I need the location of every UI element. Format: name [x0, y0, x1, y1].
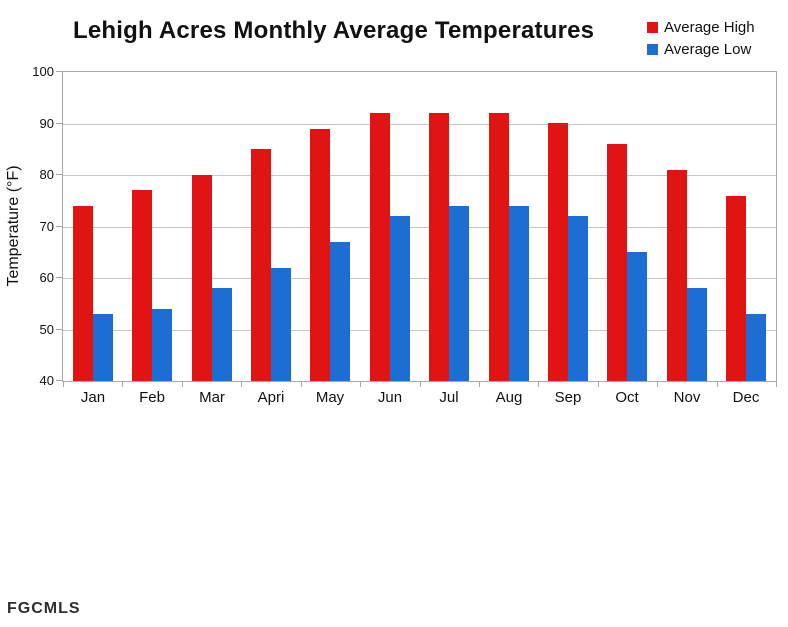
- x-tick-mark: [420, 382, 421, 387]
- x-tick-mark: [360, 382, 361, 387]
- x-tick-label-jun: Jun: [377, 389, 403, 406]
- x-tick-mark: [301, 382, 302, 387]
- x-tick-label-sep: Sep: [554, 389, 582, 406]
- x-tick-label-jan: Jan: [80, 389, 106, 406]
- x-tick-label-oct: Oct: [615, 389, 639, 406]
- bar-high-may: [310, 129, 330, 381]
- x-tick-mark: [122, 382, 123, 387]
- bar-high-mar: [192, 175, 212, 381]
- x-tick-mark: [479, 382, 480, 387]
- bar-low-jul: [449, 206, 469, 381]
- legend-high-swatch-icon: [647, 21, 658, 33]
- y-tick-mark: [56, 71, 62, 72]
- bar-low-feb: [152, 309, 172, 381]
- bar-high-dec: [726, 196, 746, 381]
- legend-high-label: Average High: [664, 18, 755, 36]
- x-tick-label-apri: Apri: [257, 389, 285, 406]
- watermark: FGCMLS: [7, 600, 81, 617]
- y-tick-label-60: 60: [39, 270, 54, 285]
- y-tick-mark: [56, 174, 62, 175]
- bar-low-jun: [390, 216, 410, 381]
- bar-low-mar: [212, 288, 232, 381]
- y-tick-mark: [56, 226, 62, 227]
- x-tick-label-may: May: [315, 389, 345, 406]
- x-tick-label-jul: Jul: [439, 389, 459, 406]
- x-tick-label-dec: Dec: [732, 389, 760, 406]
- x-tick-label-nov: Nov: [673, 389, 701, 406]
- legend-low-swatch-icon: [647, 43, 658, 55]
- x-tick-mark: [598, 382, 599, 387]
- x-tick-mark: [776, 382, 777, 387]
- bar-low-sep: [568, 216, 588, 381]
- gridline-90: [63, 124, 776, 125]
- x-tick-mark: [538, 382, 539, 387]
- x-tick-label-feb: Feb: [139, 389, 165, 406]
- bar-low-aug: [509, 206, 529, 381]
- y-tick-mark: [56, 277, 62, 278]
- bar-low-apri: [271, 268, 291, 381]
- x-tick-mark: [717, 382, 718, 387]
- gridline-60: [63, 278, 776, 279]
- legend-item-average-high: Average High: [647, 16, 755, 38]
- y-tick-label-50: 50: [39, 322, 54, 337]
- y-tick-mark: [56, 380, 62, 381]
- y-tick-mark: [56, 123, 62, 124]
- x-tick-mark: [241, 382, 242, 387]
- gridline-80: [63, 175, 776, 176]
- y-tick-label-100: 100: [32, 64, 54, 79]
- x-tick-mark: [657, 382, 658, 387]
- bar-low-may: [330, 242, 350, 381]
- bar-high-nov: [667, 170, 687, 381]
- chart-title: Lehigh Acres Monthly Average Temperature…: [73, 17, 595, 44]
- y-tick-label-80: 80: [39, 167, 54, 182]
- gridline-70: [63, 227, 776, 228]
- y-tick-label-70: 70: [39, 219, 54, 234]
- bar-high-jan: [73, 206, 93, 381]
- bar-low-dec: [746, 314, 766, 381]
- x-tick-label-aug: Aug: [495, 389, 523, 406]
- bar-high-apri: [251, 149, 271, 381]
- plot-area: [62, 71, 777, 382]
- y-tick-mark: [56, 329, 62, 330]
- bar-low-jan: [93, 314, 113, 381]
- y-tick-label-40: 40: [39, 373, 54, 388]
- bar-high-feb: [132, 190, 152, 381]
- bar-high-jun: [370, 113, 390, 381]
- x-tick-mark: [182, 382, 183, 387]
- bar-high-aug: [489, 113, 509, 381]
- bar-low-oct: [627, 252, 647, 381]
- x-tick-label-mar: Mar: [199, 389, 225, 406]
- legend: Average High Average Low: [647, 16, 755, 60]
- y-tick-label-90: 90: [39, 116, 54, 131]
- legend-item-average-low: Average Low: [647, 38, 755, 60]
- bar-high-oct: [607, 144, 627, 381]
- legend-low-label: Average Low: [664, 40, 752, 58]
- gridline-50: [63, 330, 776, 331]
- bar-low-nov: [687, 288, 707, 381]
- x-tick-mark: [63, 382, 64, 387]
- bar-high-sep: [548, 123, 568, 381]
- bar-high-jul: [429, 113, 449, 381]
